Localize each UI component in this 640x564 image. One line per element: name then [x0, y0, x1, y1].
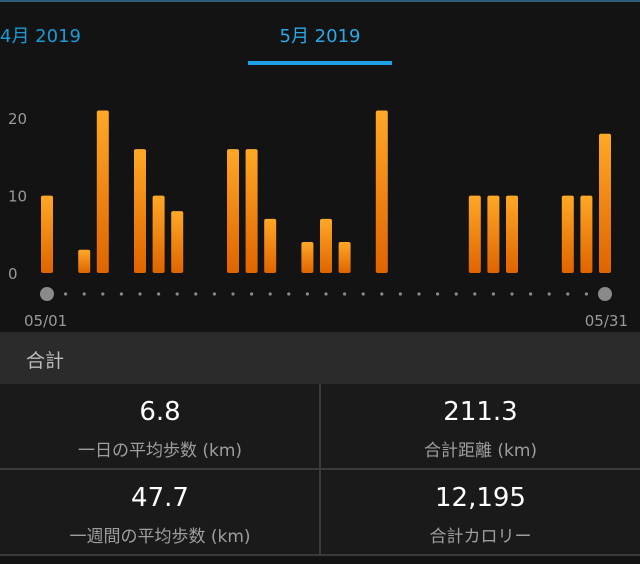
x-axis-day-dot [250, 292, 254, 296]
x-axis-day-dot [454, 292, 458, 296]
x-axis-day-dot [547, 292, 551, 296]
stat-weekly-average: 47.7 一週間の平均歩数 (km) [0, 470, 320, 556]
bar-05/16[interactable] [320, 218, 332, 273]
bar-05/25[interactable] [487, 195, 500, 273]
bar-05/03[interactable] [78, 249, 91, 273]
x-axis-day-dot [398, 292, 402, 296]
x-axis-day-dot [175, 292, 179, 296]
x-axis-day-dot [491, 292, 495, 296]
top-edge-line [0, 0, 640, 2]
x-axis-endpoint-marker [598, 287, 612, 301]
grid-vertical-divider [319, 384, 321, 556]
x-axis-day-dot [305, 292, 309, 296]
stat-label: 合計カロリー [429, 527, 532, 547]
x-axis-day-dot [138, 292, 142, 296]
y-tick-label: 0 [8, 265, 18, 283]
bar-05/06[interactable] [134, 149, 146, 273]
stat-total-distance: 211.3 合計距離 (km) [321, 384, 640, 470]
bar-05/24[interactable] [468, 195, 481, 273]
y-tick-label: 10 [8, 188, 27, 206]
stat-value: 47.7 [131, 483, 189, 513]
stat-value: 12,195 [435, 483, 526, 513]
stat-label: 一日の平均歩数 (km) [77, 441, 243, 461]
summary-header-label: 合計 [26, 350, 65, 372]
grid-horizontal-divider [0, 468, 640, 470]
stat-value: 211.3 [443, 397, 518, 427]
bar-05/01[interactable] [41, 195, 53, 273]
x-axis-day-dot [287, 292, 291, 296]
bar-05/11[interactable] [227, 149, 239, 273]
daily-distance-bar-chart: 0 10 20 05/01 05/31 [8, 110, 628, 330]
stat-label: 一週間の平均歩数 (km) [69, 527, 251, 547]
bar-05/29[interactable] [561, 195, 574, 273]
x-axis-day-dot [101, 292, 105, 296]
x-axis-endpoint-marker [40, 287, 54, 301]
x-axis-day-dot [119, 292, 123, 296]
x-axis-day-dot [417, 292, 421, 296]
summary-stats-grid: 6.8 一日の平均歩数 (km) 211.3 合計距離 (km) 47.7 一週… [0, 384, 640, 564]
active-tab-indicator [248, 61, 392, 65]
x-axis-end-label: 05/31 [585, 312, 628, 330]
tab-current-month[interactable]: 5月 2019 [279, 26, 361, 47]
x-axis-start-label: 05/01 [24, 312, 67, 330]
x-axis-day-dot [268, 292, 272, 296]
x-axis-day-dot [82, 292, 86, 296]
x-axis-day-dot [510, 292, 514, 296]
stat-label: 合計距離 (km) [423, 441, 538, 461]
x-axis-day-dot [566, 292, 570, 296]
bar-05/04[interactable] [96, 110, 109, 273]
stat-daily-average: 6.8 一日の平均歩数 (km) [0, 384, 320, 470]
grid-bottom-divider [0, 554, 640, 556]
bar-05/17[interactable] [338, 242, 351, 273]
x-axis-day-dot [361, 292, 365, 296]
bar-05/13[interactable] [264, 218, 277, 273]
x-axis-day-dot [64, 292, 68, 296]
x-axis-day-dot [231, 292, 235, 296]
x-axis-day-dot [380, 292, 384, 296]
x-axis-day-dot [436, 292, 440, 296]
bar-05/12[interactable] [245, 149, 258, 273]
bar-05/30[interactable] [580, 195, 593, 273]
summary-section-header: 合計 [0, 332, 640, 384]
y-tick-label: 20 [8, 110, 27, 128]
x-axis-day-dot [473, 292, 477, 296]
bar-05/15[interactable] [301, 242, 314, 273]
bar-05/19[interactable] [375, 110, 388, 273]
x-axis-day-dot [157, 292, 161, 296]
tab-previous-month[interactable]: 4月 2019 [0, 26, 81, 47]
bar-05/26[interactable] [506, 195, 518, 273]
stat-total-calories: 12,195 合計カロリー [321, 470, 640, 556]
bar-05/08[interactable] [171, 211, 184, 273]
x-axis-day-dot [529, 292, 533, 296]
x-axis-day-dot [324, 292, 328, 296]
x-axis-day-dot [212, 292, 216, 296]
x-axis-day-dot [584, 292, 589, 296]
bar-05/31[interactable] [599, 133, 611, 273]
x-axis-day-dot [343, 292, 347, 296]
bar-05/07[interactable] [152, 195, 165, 273]
stat-value: 6.8 [139, 397, 181, 427]
x-axis-day-dot [194, 292, 198, 296]
